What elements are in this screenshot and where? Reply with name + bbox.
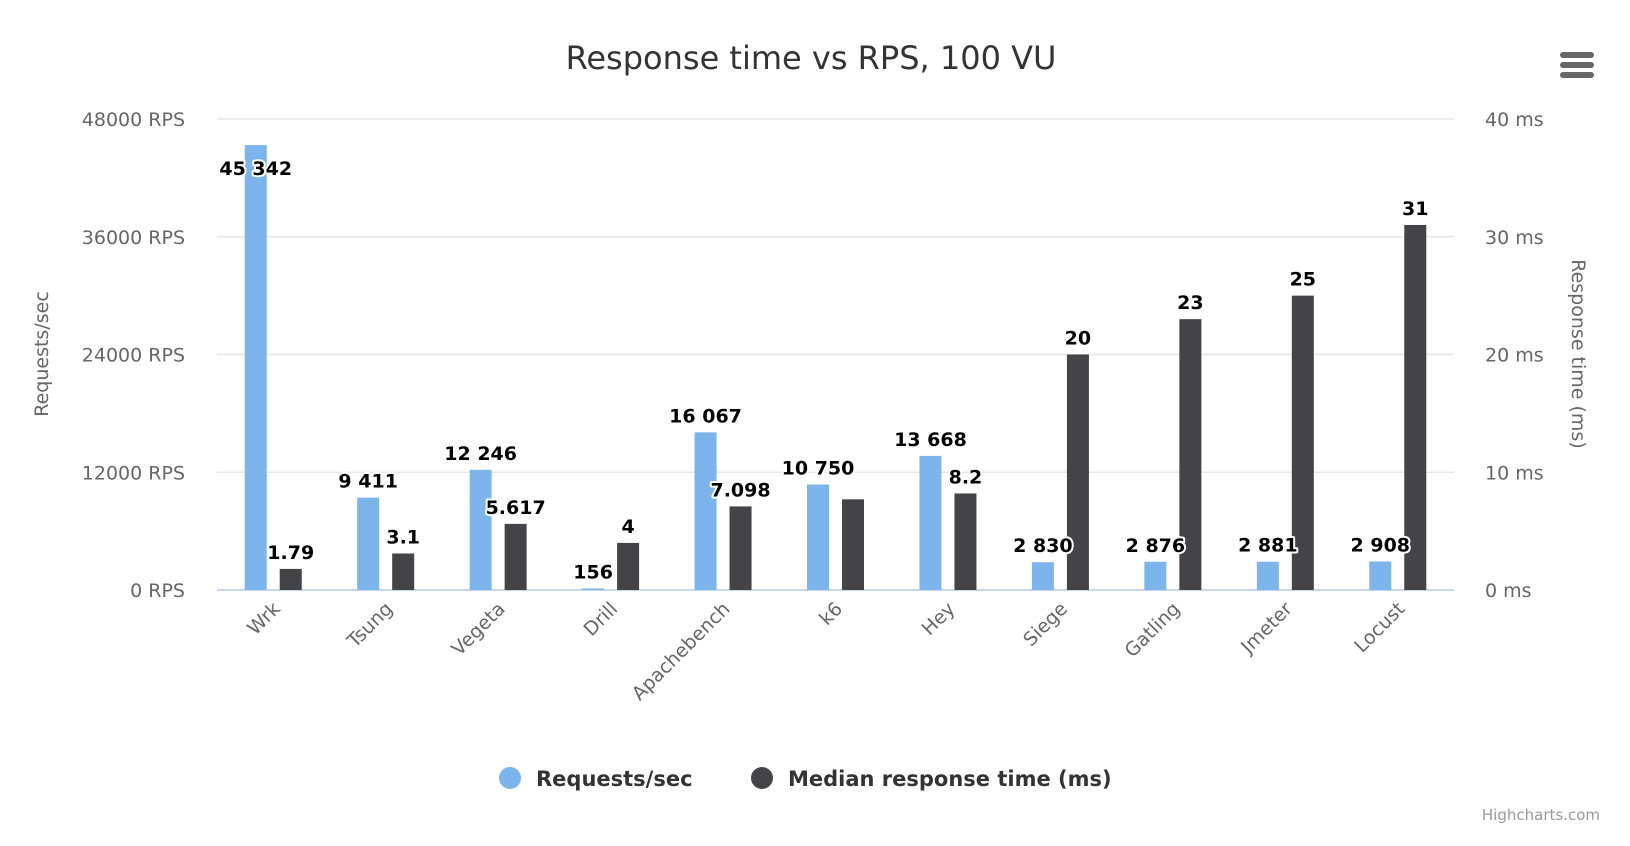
bar-response-time[interactable] bbox=[1404, 224, 1427, 590]
y-left-tick-label: 12000 RPS bbox=[82, 462, 185, 484]
data-label: 2 881 bbox=[1238, 535, 1298, 557]
chart-title: Response time vs RPS, 100 VU bbox=[566, 39, 1057, 77]
bar-response-time[interactable] bbox=[1291, 295, 1314, 590]
bar-response-time[interactable] bbox=[729, 506, 752, 590]
legend-label-response-time[interactable]: Median response time (ms) bbox=[788, 767, 1112, 791]
data-label: 156 bbox=[573, 561, 613, 583]
data-label: 3.1 bbox=[386, 526, 420, 548]
data-label: 2 908 bbox=[1351, 534, 1411, 556]
legend-item-requests[interactable]: Requests/sec bbox=[499, 767, 693, 791]
bar-requests[interactable] bbox=[244, 145, 267, 591]
hamburger-menu-icon-bar[interactable] bbox=[1560, 72, 1594, 78]
bar-response-time[interactable] bbox=[954, 493, 977, 590]
menu-button[interactable] bbox=[1560, 52, 1594, 78]
y-right-tick-label: 10 ms bbox=[1485, 462, 1544, 484]
legend-item-response-time[interactable]: Median response time (ms) bbox=[751, 767, 1112, 791]
bar-requests[interactable] bbox=[1256, 561, 1279, 590]
legend-label-requests[interactable]: Requests/sec bbox=[536, 767, 693, 791]
data-label: 5.617 bbox=[486, 497, 546, 519]
bar-requests[interactable] bbox=[582, 588, 605, 590]
data-label: 23 bbox=[1177, 292, 1203, 314]
data-label: 25 bbox=[1290, 269, 1316, 291]
bar-requests[interactable] bbox=[469, 469, 492, 590]
legend-symbol-requests bbox=[499, 767, 521, 789]
bar-response-time[interactable] bbox=[392, 553, 415, 590]
hamburger-menu-icon[interactable] bbox=[1560, 52, 1594, 58]
bar-response-time[interactable] bbox=[842, 499, 864, 590]
y-right-tick-label: 0 ms bbox=[1485, 580, 1532, 602]
data-label: 2 830 bbox=[1013, 535, 1073, 557]
bar-response-time[interactable] bbox=[1179, 319, 1202, 590]
data-label: 31 bbox=[1402, 198, 1428, 220]
data-label: 10 750 bbox=[782, 458, 855, 480]
bar-requests[interactable] bbox=[1031, 562, 1054, 590]
data-label: 16 067 bbox=[669, 405, 742, 427]
data-label: 8.2 bbox=[949, 466, 983, 488]
y-left-tick-label: 36000 RPS bbox=[82, 227, 185, 249]
legend-symbol-response-time bbox=[751, 767, 773, 789]
data-label: 7.098 bbox=[710, 479, 770, 501]
bar-requests[interactable] bbox=[357, 497, 380, 590]
x-category-label: Drill bbox=[580, 598, 623, 641]
y-right-axis-title: Response time (ms) bbox=[1567, 259, 1589, 449]
y-right-tick-label: 30 ms bbox=[1485, 227, 1544, 249]
data-label: 1.79 bbox=[267, 542, 314, 564]
bar-response-time[interactable] bbox=[504, 523, 527, 590]
x-category-label: Vegeta bbox=[447, 598, 509, 660]
x-category-label: Jmeter bbox=[1236, 598, 1297, 659]
data-label: 2 876 bbox=[1126, 535, 1186, 557]
data-label: 13 668 bbox=[894, 429, 967, 451]
x-category-label: Hey bbox=[918, 598, 960, 640]
bar-response-time[interactable] bbox=[279, 568, 302, 590]
y-left-tick-label: 24000 RPS bbox=[82, 345, 185, 367]
y-left-tick-label: 0 RPS bbox=[130, 580, 185, 602]
bar-requests[interactable] bbox=[807, 484, 829, 590]
data-label: 4 bbox=[621, 516, 634, 538]
bar-response-time[interactable] bbox=[1066, 354, 1089, 591]
bar-requests[interactable] bbox=[1144, 561, 1167, 590]
hamburger-menu-icon-bar[interactable] bbox=[1560, 62, 1594, 68]
data-label: 20 bbox=[1065, 328, 1091, 350]
x-category-label: Gatling bbox=[1120, 598, 1184, 662]
x-category-label: Siege bbox=[1019, 598, 1072, 651]
data-label: 9 411 bbox=[338, 471, 398, 493]
y-right-tick-label: 20 ms bbox=[1485, 345, 1544, 367]
x-category-label: Locust bbox=[1350, 598, 1409, 657]
y-left-tick-label: 48000 RPS bbox=[82, 109, 185, 131]
bar-response-time[interactable] bbox=[617, 542, 640, 590]
x-category-label: Tsung bbox=[342, 598, 397, 653]
x-category-label: Apachebench bbox=[628, 598, 735, 705]
bar-requests[interactable] bbox=[919, 455, 942, 590]
y-left-axis-title: Requests/sec bbox=[31, 291, 53, 417]
bar-requests[interactable] bbox=[1369, 561, 1392, 590]
x-category-label: Wrk bbox=[243, 598, 285, 640]
x-category-label: k6 bbox=[815, 598, 847, 630]
data-label: 12 246 bbox=[444, 443, 517, 465]
bar-requests[interactable] bbox=[694, 432, 717, 590]
credits-link[interactable]: Highcharts.com bbox=[1482, 806, 1600, 824]
data-label: 45 342 bbox=[219, 158, 292, 180]
y-right-tick-label: 40 ms bbox=[1485, 109, 1544, 131]
